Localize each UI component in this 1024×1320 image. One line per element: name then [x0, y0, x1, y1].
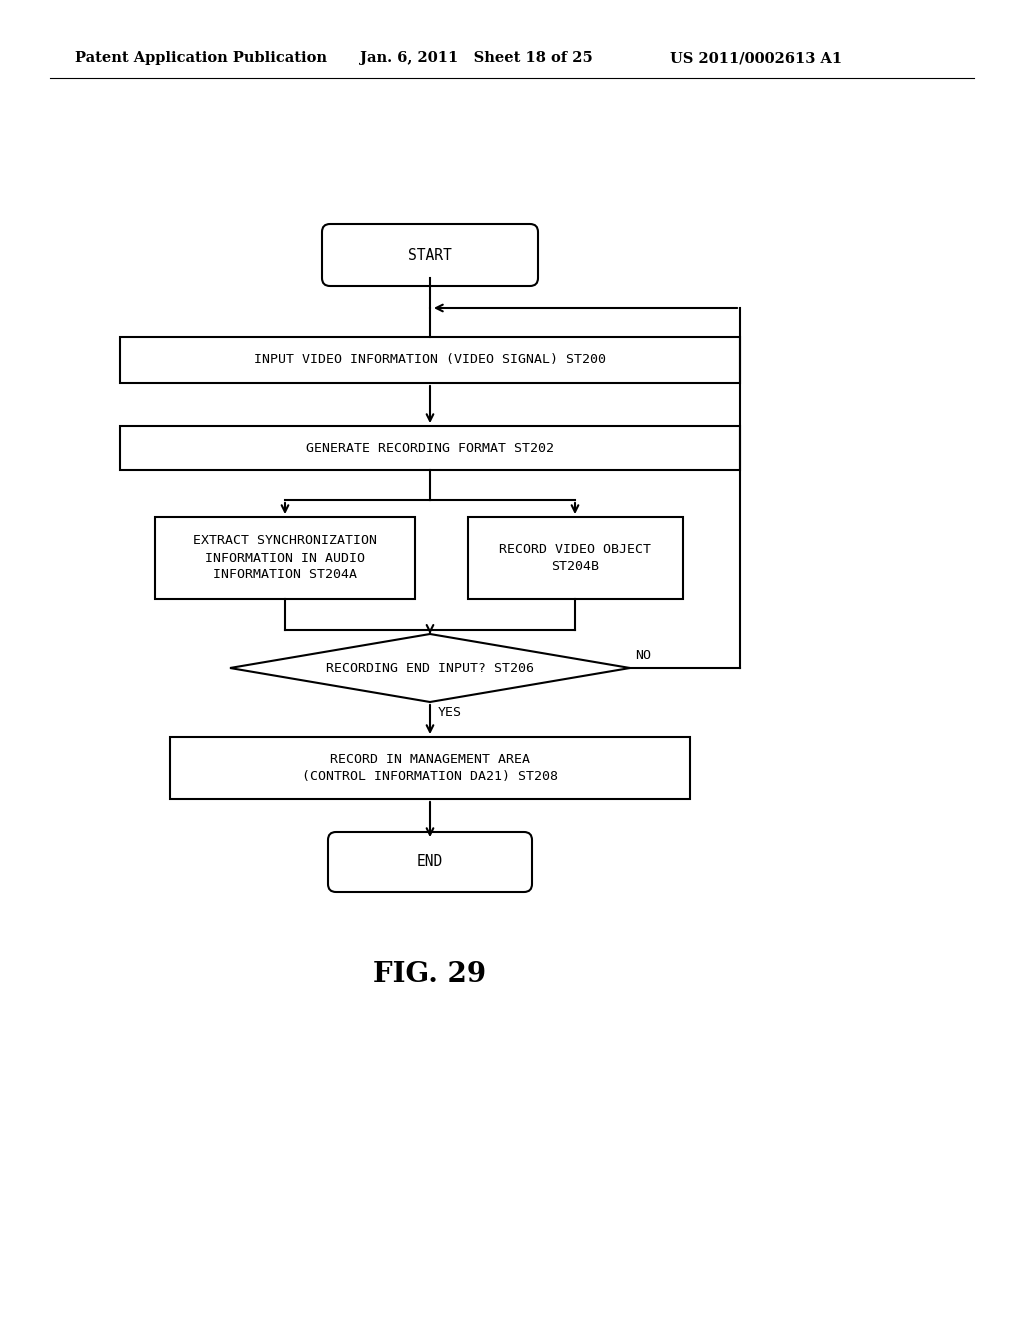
Text: START: START	[409, 248, 452, 263]
FancyBboxPatch shape	[322, 224, 538, 286]
Text: FIG. 29: FIG. 29	[374, 961, 486, 989]
Bar	[468, 517, 683, 599]
Text: NO: NO	[635, 649, 651, 663]
Text: EXTRACT SYNCHRONIZATION
INFORMATION IN AUDIO
INFORMATION ST204A: EXTRACT SYNCHRONIZATION INFORMATION IN A…	[193, 535, 377, 582]
Text: US 2011/0002613 A1: US 2011/0002613 A1	[670, 51, 842, 65]
Bar	[170, 737, 690, 799]
Text: RECORDING END INPUT? ST206: RECORDING END INPUT? ST206	[326, 661, 534, 675]
Text: YES: YES	[438, 706, 462, 719]
Text: GENERATE RECORDING FORMAT ST202: GENERATE RECORDING FORMAT ST202	[306, 441, 554, 454]
Text: RECORD VIDEO OBJECT
ST204B: RECORD VIDEO OBJECT ST204B	[499, 543, 651, 573]
Bar	[120, 337, 740, 383]
Text: Patent Application Publication: Patent Application Publication	[75, 51, 327, 65]
Text: END: END	[417, 854, 443, 870]
FancyBboxPatch shape	[328, 832, 532, 892]
Text: Jan. 6, 2011   Sheet 18 of 25: Jan. 6, 2011 Sheet 18 of 25	[360, 51, 593, 65]
Bar	[155, 517, 415, 599]
Text: INPUT VIDEO INFORMATION (VIDEO SIGNAL) ST200: INPUT VIDEO INFORMATION (VIDEO SIGNAL) S…	[254, 354, 606, 367]
Bar	[120, 426, 740, 470]
Polygon shape	[230, 634, 630, 702]
Text: RECORD IN MANAGEMENT AREA
(CONTROL INFORMATION DA21) ST208: RECORD IN MANAGEMENT AREA (CONTROL INFOR…	[302, 752, 558, 783]
